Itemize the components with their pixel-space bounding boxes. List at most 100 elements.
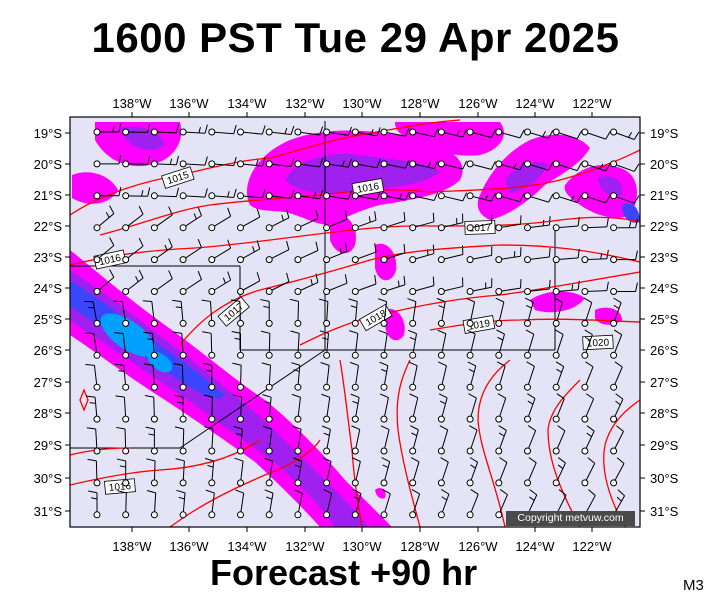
wind-barb-icon — [175, 458, 187, 487]
wind-barb-icon — [466, 160, 496, 170]
wind-barb-icon — [116, 458, 130, 487]
wind-barb-icon — [351, 127, 381, 137]
rain-blob — [564, 165, 637, 218]
wind-barb-icon — [437, 488, 450, 519]
rain-blob — [395, 122, 504, 156]
wind-barb-icon — [351, 274, 377, 295]
wind-barb-icon — [380, 489, 391, 519]
wind-barb-icon — [86, 427, 101, 455]
wind-barb-icon — [581, 160, 611, 172]
wind-barb-icon — [323, 274, 348, 295]
lat-tick-label: 19°S — [34, 126, 63, 141]
wind-barb-icon — [495, 160, 525, 171]
wind-barb-icon — [351, 211, 377, 232]
wind-barb-icon — [321, 393, 331, 423]
wind-barb-icon — [466, 128, 496, 138]
wind-barb-icon — [263, 457, 273, 487]
wind-barb-icon — [524, 160, 554, 171]
wind-barb-icon — [552, 280, 580, 295]
wind-barb-icon — [87, 458, 101, 487]
wind-barb-icon — [552, 160, 583, 172]
wind-barb-icon — [610, 329, 623, 359]
wind-barb-icon — [524, 425, 537, 455]
wind-barb-icon — [114, 332, 130, 359]
wind-barb-icon — [437, 457, 449, 487]
wind-barb-icon — [466, 192, 496, 202]
wind-barb-icon — [351, 489, 362, 519]
wind-barb-icon — [524, 279, 551, 295]
wind-barb-icon — [437, 192, 468, 202]
wind-barb-icon — [466, 214, 493, 232]
wind-barb-icon — [144, 395, 158, 423]
wind-barb-icon — [524, 248, 551, 264]
wind-barb-icon — [552, 297, 563, 327]
wind-barb-icon — [122, 269, 144, 295]
wind-barb-icon — [265, 240, 290, 264]
lat-tick-label: 25°S — [650, 312, 679, 327]
wind-barb-icon — [495, 279, 522, 295]
wind-barb-icon — [409, 212, 435, 232]
lat-tick-label: 20°S — [650, 157, 679, 172]
lat-tick-label: 29°S — [34, 438, 63, 453]
wind-barb-icon — [552, 361, 565, 391]
wind-barb-icon — [114, 363, 130, 391]
wind-barb-icon — [380, 159, 410, 169]
lon-tick-label: 126°W — [458, 96, 498, 111]
wind-barb-icon — [348, 298, 359, 327]
wind-barb-icon — [173, 363, 187, 391]
wind-barb-icon — [237, 240, 261, 264]
wind-barb-icon — [179, 188, 208, 200]
wind-barb-icon — [495, 489, 508, 519]
wind-barb-icon — [150, 206, 173, 232]
wind-barb-icon — [380, 425, 390, 455]
wind-barb-icon — [436, 297, 446, 327]
wind-barb-icon — [610, 250, 638, 264]
wind-barb-icon — [380, 275, 406, 295]
wind-barb-icon — [524, 329, 535, 359]
wind-barb-icon — [323, 126, 352, 136]
wind-barb-icon — [294, 158, 324, 168]
wind-barb-icon — [237, 208, 261, 232]
isobar-label: 1016 — [351, 178, 385, 197]
wind-barb-icon — [237, 189, 266, 200]
svg-text:1020: 1020 — [587, 337, 610, 349]
wind-barb-icon — [552, 425, 566, 455]
wind-barb-icon — [265, 189, 295, 200]
lat-tick-label: 29°S — [650, 438, 679, 453]
wind-barb-icon — [122, 155, 151, 168]
wind-barb-icon — [610, 128, 640, 140]
wind-barb-icon — [84, 300, 101, 327]
lat-tick-label: 26°S — [650, 343, 679, 358]
wind-barb-icon — [122, 205, 144, 232]
wind-barb-icon — [230, 299, 244, 327]
wind-barb-icon — [122, 237, 144, 264]
lon-tick-label: 128°W — [400, 96, 440, 111]
wind-barb-icon — [237, 125, 266, 136]
wind-barb-icon — [409, 457, 420, 487]
wind-barb-icon — [202, 331, 216, 359]
lat-tick-label: 30°S — [34, 471, 63, 486]
wind-barb-icon — [495, 247, 522, 264]
lat-tick-label: 28°S — [34, 406, 63, 421]
wind-barb-icon — [495, 361, 506, 391]
rain-blob — [505, 162, 548, 193]
wind-barb-icon — [437, 128, 468, 138]
wind-barb-icon — [145, 426, 158, 455]
wind-barb-icon — [113, 300, 130, 327]
map-frame — [69, 116, 641, 528]
lat-tick-label: 31°S — [34, 504, 63, 519]
wind-barb-icon — [179, 207, 202, 232]
lat-tick-label: 22°S — [34, 219, 63, 234]
wind-barb-icon — [93, 154, 122, 168]
wind-barbs — [84, 123, 640, 519]
wind-barb-icon — [321, 425, 331, 455]
rain-core — [100, 313, 156, 357]
wind-barb-icon — [379, 361, 389, 391]
wind-barb-icon — [202, 362, 216, 391]
wind-barb-icon — [93, 237, 115, 264]
wind-barb-icon — [208, 188, 237, 200]
wind-barb-icon — [495, 425, 507, 455]
wind-barb-icon — [260, 299, 273, 327]
wind-barb-icon — [524, 192, 554, 203]
wind-barb-icon — [351, 425, 361, 455]
